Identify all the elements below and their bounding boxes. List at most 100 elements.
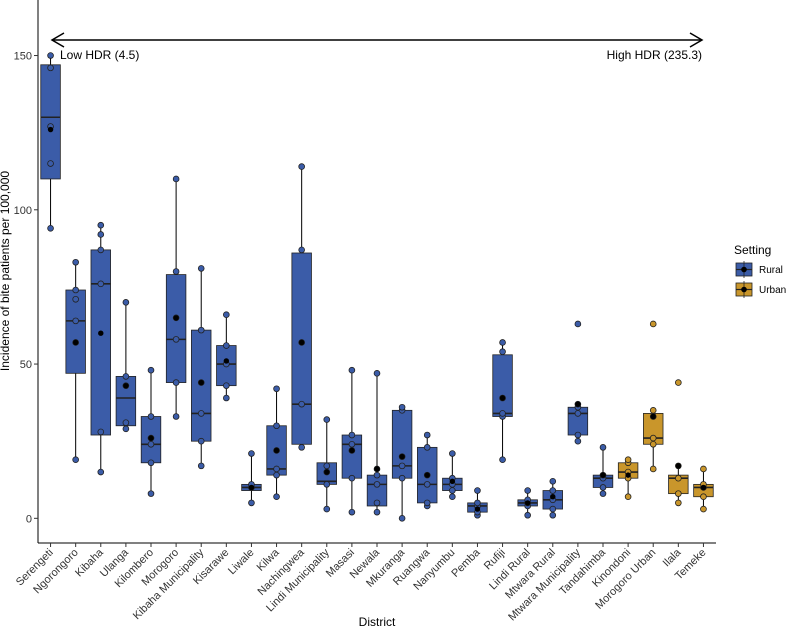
mean-point — [374, 466, 380, 472]
mean-point — [349, 447, 355, 454]
data-point — [649, 320, 657, 328]
data-point — [524, 511, 531, 519]
data-point — [700, 493, 707, 501]
data-point — [574, 410, 582, 417]
data-point — [172, 268, 180, 275]
data-point — [574, 431, 582, 439]
high-hdr-label: High HDR (235.3) — [607, 48, 702, 62]
data-point — [197, 265, 205, 272]
data-point — [549, 505, 557, 513]
data-point — [47, 160, 54, 167]
data-point — [649, 407, 657, 414]
data-point — [649, 434, 657, 442]
mean-point — [550, 494, 556, 500]
data-point — [499, 410, 506, 417]
data-point — [599, 490, 607, 497]
data-point — [47, 64, 54, 72]
mean-point — [72, 339, 79, 346]
legend-title: Setting — [734, 243, 771, 257]
data-point — [373, 471, 381, 479]
mean-point — [98, 330, 104, 336]
data-point — [373, 370, 381, 377]
mean-point — [223, 358, 230, 364]
y-tick-label: 100 — [14, 205, 32, 217]
data-point — [122, 373, 130, 380]
box-nanyumbu — [442, 450, 463, 501]
box-lindi-rural — [517, 487, 538, 519]
data-point — [323, 416, 331, 423]
mean-point — [474, 506, 481, 512]
mean-point — [449, 478, 456, 484]
data-point — [298, 246, 305, 254]
data-point — [373, 499, 381, 507]
box-liwale — [241, 450, 262, 507]
data-point — [549, 487, 557, 494]
legend-entry-urban: Urban — [735, 281, 786, 298]
data-point — [248, 499, 255, 507]
box-kibaha-municipality — [191, 265, 212, 470]
data-point — [599, 444, 607, 451]
data-point — [72, 317, 79, 325]
x-axis-title: District — [359, 615, 396, 629]
box-masasi — [341, 366, 363, 516]
data-point — [700, 465, 707, 473]
data-point — [323, 462, 331, 470]
box-kibaha — [90, 221, 111, 476]
box — [90, 249, 111, 436]
mean-point — [273, 447, 280, 454]
data-point — [122, 299, 130, 306]
data-point — [97, 280, 105, 288]
mean-point — [600, 472, 606, 478]
data-point — [172, 379, 180, 386]
data-point — [499, 339, 506, 346]
data-point — [574, 437, 582, 445]
box-kilwa — [266, 385, 287, 501]
box-tandahimba — [592, 444, 614, 497]
box-ruangwa — [417, 431, 438, 510]
data-point — [273, 422, 280, 430]
data-point — [449, 487, 456, 494]
data-point — [72, 456, 79, 463]
data-point — [423, 431, 431, 439]
box — [165, 274, 187, 383]
legend-mean — [741, 266, 747, 273]
box-rufiji — [492, 339, 513, 463]
mean-point — [123, 382, 129, 389]
data-point — [97, 468, 105, 476]
mean-point — [298, 339, 305, 346]
data-point — [474, 499, 481, 507]
data-point — [248, 450, 255, 457]
legend: Setting Rural Urban — [734, 243, 786, 298]
data-point — [72, 258, 79, 266]
data-point — [398, 462, 406, 470]
mean-point — [625, 472, 631, 478]
data-point — [172, 336, 180, 343]
data-point — [423, 444, 431, 451]
data-point — [172, 175, 180, 183]
data-point — [223, 311, 230, 318]
data-point — [323, 505, 331, 513]
mean-point — [324, 469, 330, 475]
y-tick-label: 50 — [20, 359, 32, 371]
box-kilombero — [140, 366, 162, 497]
data-point — [323, 481, 331, 488]
data-point — [147, 459, 155, 467]
data-point — [147, 413, 155, 420]
box-morogoro — [165, 175, 187, 420]
legend-entry-rural: Rural — [735, 261, 783, 278]
mean-point — [575, 401, 581, 407]
data-point — [524, 487, 531, 494]
box-nachingwea — [291, 163, 312, 451]
box-ulanga — [115, 299, 137, 433]
box-ngorongoro — [65, 258, 86, 463]
data-point — [197, 437, 205, 445]
data-point — [298, 444, 305, 451]
hdr-annotation: Low HDR (4.5) High HDR (235.3) — [50, 32, 704, 62]
mean-point — [248, 484, 255, 491]
box — [492, 354, 513, 417]
data-point — [398, 474, 406, 482]
mean-point — [198, 379, 204, 386]
data-point — [624, 456, 632, 463]
legend-mean — [741, 286, 747, 293]
